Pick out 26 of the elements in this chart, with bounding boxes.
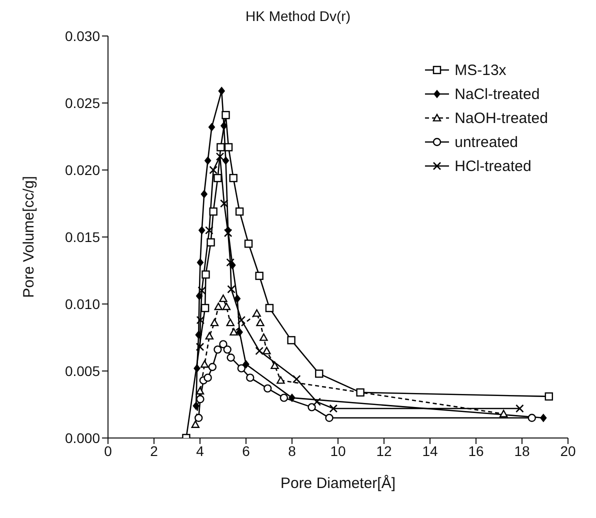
x-tick-label: 10 — [330, 442, 346, 459]
y-tick-label: 0.020 — [64, 162, 100, 178]
x-tick-label: 2 — [150, 442, 158, 459]
chart-title: HK Method Dv(r) — [244, 8, 352, 26]
x-axis-title: Pore Diameter[Å] — [280, 474, 396, 492]
x-tick-label: 8 — [288, 442, 296, 459]
y-tick-label: 0.000 — [64, 430, 100, 446]
x-tick-label: 14 — [422, 442, 438, 459]
x-tick-label: 18 — [514, 442, 530, 459]
x-tick-label: 20 — [560, 442, 576, 459]
legend-label: MS-13x — [454, 62, 506, 78]
legend-label: HCl-treated — [454, 158, 532, 174]
y-tick-label: 0.015 — [64, 228, 100, 245]
x-tick-label: 6 — [242, 442, 250, 459]
y-tick-label: 0.025 — [64, 94, 100, 111]
legend-label: untreated — [454, 134, 518, 150]
y-tick-label: 0.010 — [64, 296, 100, 312]
y-tick-label: 0.005 — [64, 362, 100, 379]
x-tick-label: 4 — [196, 442, 204, 459]
legend-label: NaCl-treated — [454, 86, 540, 102]
legend-label: NaOH-treated — [454, 110, 548, 126]
x-tick-label: 0 — [104, 442, 112, 459]
y-axis-title: Pore Volume[cc/g] — [20, 176, 38, 298]
y-tick-label: 0.030 — [64, 28, 100, 44]
x-tick-label: 16 — [468, 442, 484, 459]
x-tick-label: 12 — [376, 442, 392, 459]
